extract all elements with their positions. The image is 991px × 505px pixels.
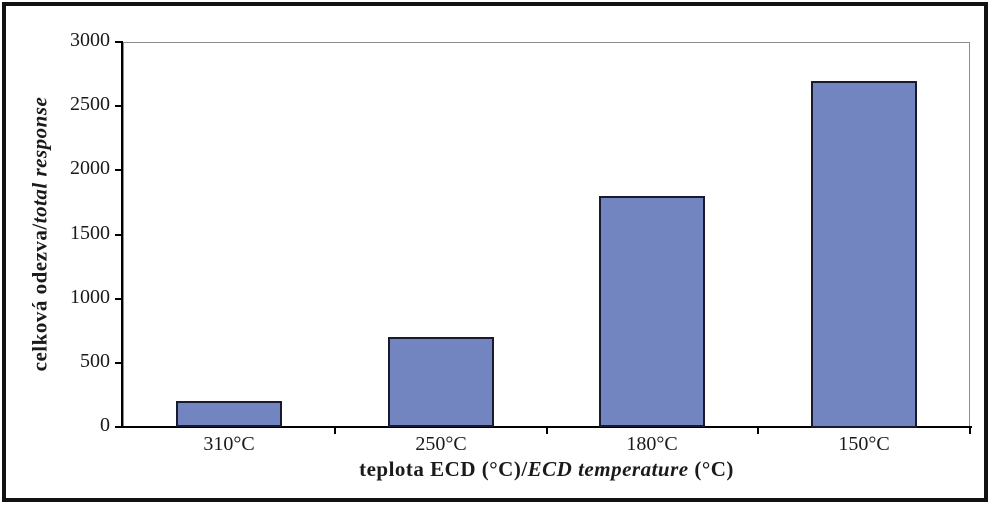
x-axis-title-unit: (°C) <box>688 457 734 481</box>
y-tick-mark <box>115 426 123 428</box>
y-tick-label: 2500 <box>70 93 110 116</box>
x-category-label: 310°C <box>203 433 255 455</box>
x-tick-mark <box>757 427 759 434</box>
y-tick-label: 500 <box>80 349 110 372</box>
y-tick-mark <box>115 105 123 108</box>
x-tick-mark <box>969 427 971 434</box>
x-category-label: 150°C <box>838 433 890 455</box>
y-tick-label: 3000 <box>70 29 110 51</box>
y-tick-mark <box>115 169 123 172</box>
bar <box>176 401 282 427</box>
x-axis-title-czech: teplota ECD (°C)/ <box>359 457 528 481</box>
y-tick-mark <box>115 297 123 300</box>
x-axis-title: teplota ECD (°C)/ECD temperature (°C) <box>123 457 970 482</box>
bar <box>811 81 917 428</box>
bar <box>599 196 705 427</box>
x-tick-mark <box>334 427 336 434</box>
bar <box>388 337 494 427</box>
y-tick-label: 0 <box>100 414 110 436</box>
x-tick-mark <box>546 427 548 434</box>
y-tick-mark <box>115 361 123 364</box>
x-category-label: 180°C <box>626 433 678 455</box>
y-tick-mark <box>115 41 123 43</box>
x-category-label: 250°C <box>415 433 467 455</box>
y-tick-label: 1500 <box>70 221 110 244</box>
y-tick-label: 2000 <box>70 157 110 180</box>
y-tick-label: 1000 <box>70 285 110 308</box>
x-axis-title-english: ECD temperature <box>527 457 689 481</box>
y-tick-mark <box>115 233 123 236</box>
